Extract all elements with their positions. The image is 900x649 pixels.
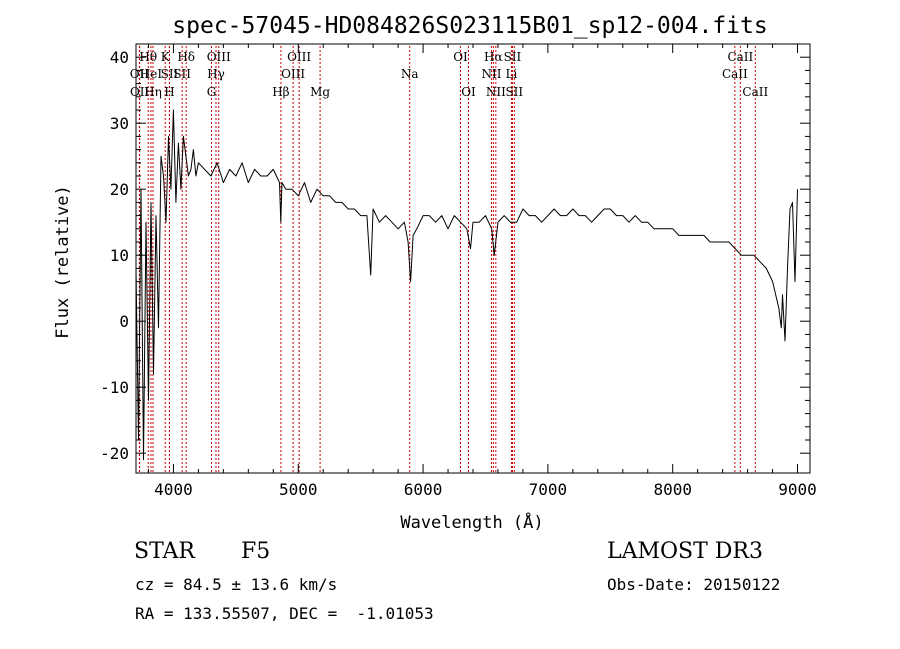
annotation-label-12: G bbox=[207, 85, 217, 99]
x-tick-label-6000: 6000 bbox=[404, 480, 443, 499]
y-tick-label-40: 40 bbox=[110, 48, 129, 67]
annotation-label-22: NII bbox=[486, 85, 506, 99]
annotation-label-25: SII bbox=[505, 85, 523, 99]
annotation-label-14: OIII bbox=[287, 50, 311, 64]
y-axis-label: Flux (relative) bbox=[53, 185, 73, 339]
line-markers-group bbox=[138, 46, 756, 473]
annotation-label-3: HeI bbox=[140, 67, 163, 81]
annotation-label-0: OII bbox=[130, 67, 150, 81]
annotation-label-1: OII bbox=[130, 85, 150, 99]
axis-ticks-group: 4000 5000 6000 7000 8000 9000 -20 -10 0 10 20 30 40 bbox=[100, 44, 817, 499]
y-tick-label-20: 20 bbox=[110, 180, 129, 199]
annotation-label-5: K bbox=[161, 50, 171, 64]
x-tick-label-9000: 9000 bbox=[778, 480, 817, 499]
y-tick-label-0: 0 bbox=[119, 312, 129, 331]
annotation-label-21: NII bbox=[481, 67, 501, 81]
annotation-label-6: SII bbox=[161, 67, 179, 81]
x-tick-label-4000: 4000 bbox=[154, 480, 193, 499]
annotation-label-23: SII bbox=[504, 50, 522, 64]
y-tick-label--10: -10 bbox=[100, 378, 129, 397]
annotation-label-26: CaII bbox=[727, 50, 753, 64]
annotation-label-28: CaII bbox=[742, 85, 768, 99]
redshift-cz: cz = 84.5 ± 13.6 km/s bbox=[135, 575, 338, 594]
annotation-label-7: H bbox=[164, 85, 174, 99]
annotation-label-2: Hθ bbox=[139, 50, 157, 64]
y-tick-label-30: 30 bbox=[110, 114, 129, 133]
chart-title: spec-57045-HD084826S023115B01_sp12-004.f… bbox=[172, 13, 767, 39]
annotation-label-19: OI bbox=[461, 85, 476, 99]
annotation-label-27: CaII bbox=[722, 67, 748, 81]
y-tick-label-10: 10 bbox=[110, 246, 129, 265]
spectral-subclass: F5 bbox=[241, 539, 271, 564]
annotation-label-24: Li bbox=[506, 67, 518, 81]
annotation-label-9: SII bbox=[173, 67, 191, 81]
annotation-label-4: Hη bbox=[144, 85, 162, 99]
annotation-label-18: OI bbox=[453, 50, 468, 64]
annotation-label-17: Na bbox=[401, 67, 419, 81]
x-tick-label-7000: 7000 bbox=[529, 480, 568, 499]
x-axis-label: Wavelength (Å) bbox=[400, 511, 543, 533]
annotation-label-11: Hγ bbox=[207, 67, 225, 81]
y-tick-label--20: -20 bbox=[100, 444, 129, 463]
series-line-flux bbox=[135, 109, 798, 461]
annotation-label-13: Hβ bbox=[272, 85, 289, 99]
object-class: STAR bbox=[134, 539, 195, 564]
annotation-label-15: OIII bbox=[281, 67, 305, 81]
obs-date: Obs-Date: 20150122 bbox=[607, 575, 781, 594]
annotation-label-16: Mg bbox=[310, 85, 330, 99]
series-group bbox=[135, 109, 798, 461]
x-tick-label-5000: 5000 bbox=[279, 480, 318, 499]
annotation-label-10: OIII bbox=[207, 50, 231, 64]
annotation-label-20: Hα bbox=[484, 50, 503, 64]
x-tick-label-8000: 8000 bbox=[653, 480, 692, 499]
survey-label: LAMOST DR3 bbox=[607, 539, 763, 564]
annotation-label-8: Hδ bbox=[177, 50, 195, 64]
coordinates: RA = 133.55507, DEC = -1.01053 bbox=[135, 604, 434, 623]
plot-frame bbox=[135, 43, 811, 474]
